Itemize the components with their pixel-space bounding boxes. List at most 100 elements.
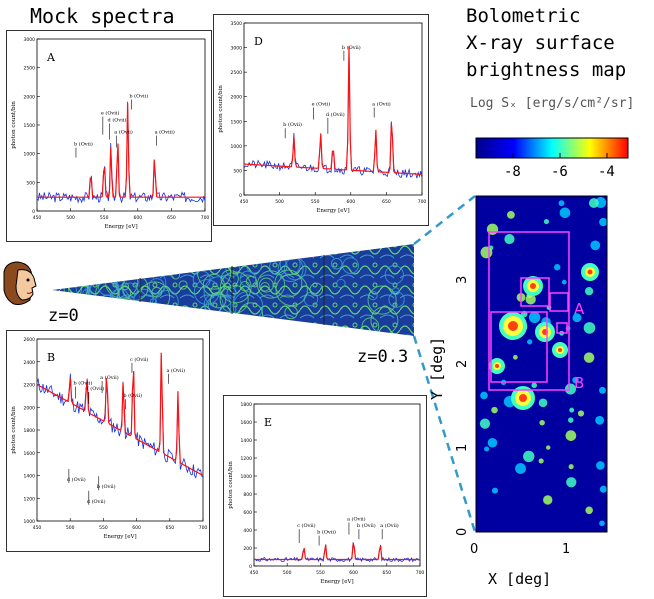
ytick-label: 2500	[24, 66, 36, 72]
source-blob	[599, 386, 606, 394]
source-blob	[590, 240, 601, 251]
filament	[336, 278, 346, 289]
ytick-label: 2500	[231, 70, 243, 76]
line-label: b (Ovii)	[123, 392, 142, 399]
line-label: a (Ovii)	[166, 367, 185, 374]
filament	[391, 287, 400, 296]
yaxis-label: photon count/bin	[11, 101, 17, 149]
yaxis-label: photon count/bin	[228, 461, 234, 509]
source-blob	[564, 383, 577, 395]
source-blob	[480, 246, 493, 259]
filament	[274, 269, 303, 298]
xtick-label: 600	[134, 215, 143, 221]
line-label: b (Ovii)	[74, 141, 93, 148]
source-blob	[577, 410, 585, 417]
source-blob	[596, 461, 605, 470]
xaxis-label: Energy [eV]	[104, 224, 137, 230]
source-blob	[538, 398, 548, 408]
colorbar-tick: -4	[598, 164, 615, 180]
z-high-label: z=0.3	[357, 347, 409, 367]
ytick-label: 1000	[24, 152, 36, 158]
line-label: b (Ovii)	[357, 522, 376, 529]
xtick-label: 550	[311, 199, 320, 205]
line-label: f (Ovii)	[87, 385, 105, 392]
ytick-label: 0	[239, 193, 242, 199]
source-blob	[504, 233, 515, 245]
line-label: a (Ovii)	[380, 522, 399, 529]
source-core	[495, 364, 499, 368]
ytick-label: 1600	[241, 420, 253, 426]
model-spectrum	[37, 103, 205, 198]
colorbar: -8 -6 -4	[475, 137, 629, 180]
ytick-label: 2600	[24, 337, 36, 343]
source-blob	[554, 264, 561, 271]
lightcone	[52, 244, 414, 336]
source-core	[530, 283, 536, 289]
ytick-label: 2400	[24, 360, 36, 366]
map-xtick: 1	[562, 542, 570, 557]
ytick-label: 200	[243, 546, 252, 552]
region-box-B	[490, 311, 548, 383]
ytick-label: 1400	[24, 474, 36, 480]
xtick-label: 450	[240, 199, 249, 205]
surface-brightness-map: A B 0 1 X [deg] 0 1 2 3 Y [deg]	[428, 195, 608, 588]
line-label: b (Ovii)	[317, 529, 336, 536]
filament	[239, 270, 257, 288]
map-ytick: 1	[455, 444, 470, 452]
ytick-label: 0	[32, 209, 35, 215]
line-label: b (Ovii)	[97, 483, 116, 490]
line-label: a (Ovii)	[347, 516, 366, 523]
ytick-label: 1200	[241, 456, 253, 462]
source-blob	[528, 311, 541, 324]
source-blob	[588, 198, 599, 208]
line-label: d (Ovii)	[87, 498, 106, 505]
connector-bottom	[412, 335, 477, 533]
source-blob	[566, 477, 577, 488]
line-label: b (Ovii)	[283, 121, 302, 128]
ytick-label: 3500	[231, 21, 243, 27]
xtick-label: 650	[166, 525, 175, 531]
ytick-label: 500	[26, 180, 35, 186]
spectrum-panel-B: B 1000 1200 1400 1600 1800 2000 2200 2400 2600 450…	[6, 330, 210, 552]
map-ytick: 2	[455, 360, 470, 368]
colorbar-tick: -8	[504, 164, 521, 180]
panel-letter: B	[47, 351, 55, 364]
spectrum-panel-D: D 0 500 1000 1500 2000 2500 3000 3500 450 500 550 60…	[213, 14, 429, 226]
source-blob	[583, 352, 595, 363]
model-spectrum	[254, 543, 420, 561]
region-label-A: A	[574, 300, 585, 318]
model-spectrum	[36, 352, 204, 477]
map-title-line3: brightness map	[466, 59, 627, 81]
line-label: c (Ovii)	[297, 522, 315, 529]
region-box-small	[520, 277, 550, 307]
yaxis-label: photon count/bin	[218, 85, 224, 133]
filament	[309, 282, 324, 297]
plot-frame	[36, 38, 206, 212]
source-blob	[572, 313, 582, 323]
region-label-B: B	[574, 374, 584, 392]
source-blob	[568, 464, 574, 470]
xtick-label: 700	[416, 570, 425, 576]
filament	[121, 282, 130, 291]
yaxis-label: photon count/bin	[11, 406, 17, 454]
source-blob	[558, 200, 565, 207]
source-blob	[523, 450, 535, 463]
source-blob	[584, 287, 594, 296]
xtick-label: 700	[201, 215, 210, 221]
source-blob	[515, 463, 526, 474]
observer-face-icon	[3, 261, 37, 305]
source-blob	[583, 322, 596, 334]
xtick-label: 500	[66, 525, 75, 531]
xtick-label: 500	[66, 215, 75, 221]
xtick-label: 450	[33, 215, 42, 221]
source-blob	[484, 446, 490, 452]
line-label: a (Ovii)	[114, 129, 133, 136]
filament	[192, 270, 211, 289]
filament	[203, 276, 236, 309]
observed-spectrum	[36, 101, 206, 204]
xaxis-label: Energy [eV]	[316, 208, 349, 214]
filament	[151, 286, 163, 298]
map-ylabel: Y [deg]	[428, 337, 446, 400]
source-blob	[512, 354, 518, 360]
ytick-label: 1600	[24, 451, 36, 457]
